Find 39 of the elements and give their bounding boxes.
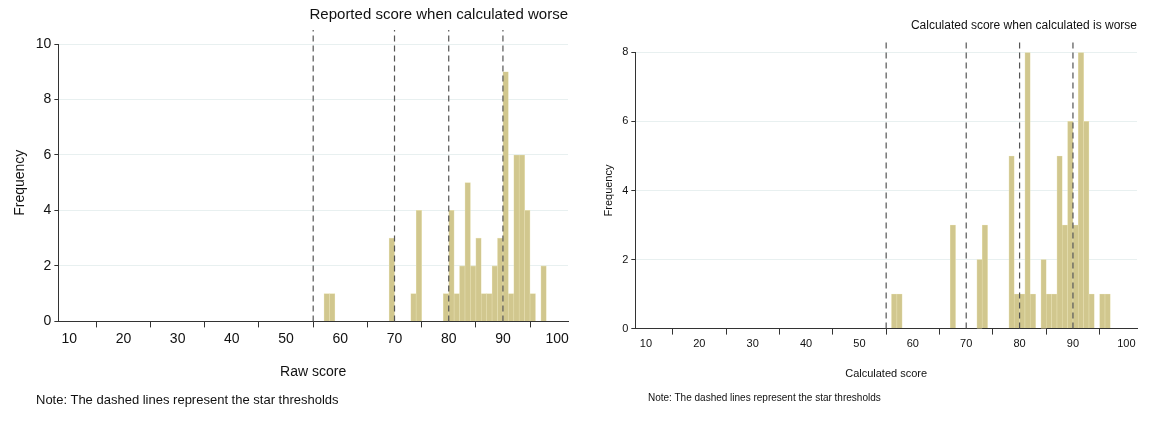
text: Note: The dashed lines represent the star thresholds (648, 392, 881, 403)
x-tick-label: 70 (960, 337, 973, 350)
y-axis-title: Frequency (601, 164, 614, 217)
y-tick-label: 0 (622, 321, 629, 334)
x-axis-title: Calculated score (845, 367, 928, 380)
x-tick-label: 10 (61, 329, 78, 346)
x-tick-label: 70 (386, 329, 403, 346)
x-tick-label: 90 (495, 329, 511, 346)
y-tick-label: 10 (35, 34, 52, 51)
x-tick-label: 80 (440, 329, 457, 346)
x-tick-label: 20 (115, 329, 132, 346)
y-tick-label: 8 (43, 90, 52, 107)
y-tick-label: 6 (622, 114, 629, 127)
x-tick-label: 50 (278, 329, 295, 346)
x-tick-label: 100 (1117, 337, 1136, 350)
y-tick-label: 4 (622, 183, 629, 196)
x-tick-label: 100 (545, 329, 570, 346)
text: Note: The dashed lines represent the star thresholds (36, 392, 339, 407)
y-tick-label: 4 (43, 201, 52, 218)
y-tick-label: 8 (622, 45, 629, 58)
y-tick-label: 0 (43, 312, 52, 329)
y-tick-label: 2 (622, 252, 629, 265)
y-tick-label: 2 (43, 256, 52, 273)
x-tick-label: 20 (693, 337, 706, 350)
chart-title: Calculated score when calculated is worse (910, 17, 1138, 32)
x-tick-label: 10 (639, 337, 653, 350)
y-tick-label: 6 (43, 145, 52, 162)
x-tick-label: 50 (853, 337, 866, 350)
x-tick-label: 60 (332, 329, 349, 346)
x-axis-title: Raw score (280, 363, 347, 380)
x-tick-label: 80 (1013, 337, 1026, 350)
y-axis-title: Frequency (11, 149, 28, 216)
x-tick-label: 40 (799, 337, 813, 350)
x-tick-label: 40 (224, 329, 240, 346)
x-tick-label: 60 (906, 337, 919, 350)
x-tick-label: 30 (169, 329, 186, 346)
x-tick-label: 90 (1066, 337, 1080, 350)
chart-title: Reported score when calculated worse (309, 5, 568, 23)
x-tick-label: 30 (746, 337, 759, 350)
